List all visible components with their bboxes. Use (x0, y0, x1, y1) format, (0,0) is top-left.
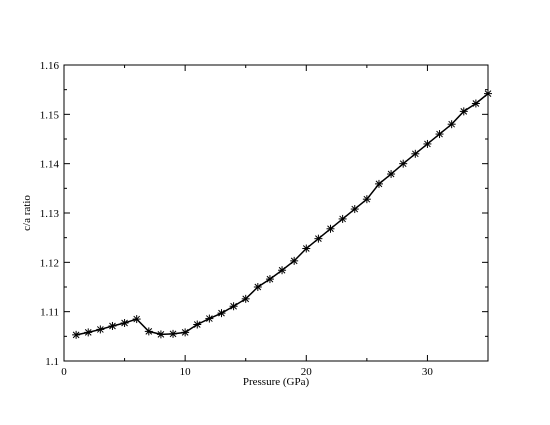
y-tick-label: 1.13 (40, 208, 60, 220)
data-point (423, 139, 432, 148)
asterisk-stroke (157, 331, 165, 338)
asterisk-stroke (193, 321, 201, 328)
data-point (278, 266, 287, 275)
data-point (144, 327, 153, 336)
data-point (156, 330, 165, 339)
data-point (484, 89, 492, 98)
asterisk-stroke (363, 195, 371, 203)
asterisk-stroke (278, 266, 286, 274)
data-point (338, 214, 347, 223)
data-point (253, 283, 262, 291)
data-point (302, 244, 311, 253)
y-tick-label: 1.15 (40, 109, 60, 121)
asterisk-stroke (472, 100, 480, 107)
asterisk-stroke (290, 257, 298, 265)
data-point (387, 170, 396, 179)
x-tick-label: 10 (180, 366, 192, 378)
data-point (96, 325, 105, 334)
asterisk-stroke (169, 330, 177, 338)
asterisk-stroke (460, 108, 468, 115)
x-axis: 0 10 20 30 (61, 65, 489, 378)
asterisk-stroke (242, 295, 250, 303)
y-tick-label: 1.11 (40, 307, 59, 319)
asterisk-stroke (436, 130, 443, 138)
data-point (411, 149, 420, 158)
data-point (108, 321, 117, 330)
asterisk-stroke (375, 180, 383, 188)
data-point (120, 319, 129, 328)
data-point (181, 328, 190, 337)
x-tick-label: 20 (301, 366, 313, 378)
series-line (75, 93, 489, 336)
series-markers (72, 89, 492, 339)
data-point (193, 320, 202, 329)
data-point (229, 302, 238, 311)
asterisk-stroke (145, 328, 153, 335)
data-point (362, 195, 371, 204)
data-point (132, 315, 141, 324)
x-axis-title: Pressure (GPa) (243, 376, 310, 388)
asterisk-stroke (181, 329, 189, 336)
data-point (314, 234, 323, 243)
asterisk-stroke (315, 235, 322, 243)
x-tick-label: 0 (61, 366, 67, 378)
asterisk-stroke (339, 215, 346, 223)
asterisk-stroke (218, 309, 225, 317)
asterisk-stroke (230, 302, 237, 310)
y-axis-title: c/a ratio (21, 195, 33, 231)
asterisk-stroke (72, 331, 80, 339)
data-point (169, 329, 178, 338)
data-point (326, 224, 335, 233)
data-point (205, 314, 214, 323)
data-point (84, 328, 93, 337)
asterisk-stroke (84, 329, 92, 336)
asterisk-stroke (109, 322, 116, 330)
asterisk-stroke (424, 140, 431, 148)
x-tick-label: 30 (422, 366, 434, 378)
asterisk-stroke (411, 150, 419, 158)
asterisk-stroke (351, 205, 359, 213)
data-point (471, 99, 480, 108)
y-axis: 1.1 1.11 1.12 1.13 1.14 1.15 1.16 (40, 60, 488, 368)
data-point (265, 275, 274, 284)
asterisk-stroke (133, 315, 141, 323)
data-point (459, 107, 468, 116)
asterisk-stroke (399, 160, 407, 168)
asterisk-stroke (387, 170, 395, 178)
asterisk-stroke (302, 245, 310, 252)
data-point (435, 130, 444, 139)
plot-frame (63, 64, 489, 362)
data-point (217, 309, 226, 318)
asterisk-stroke (266, 275, 274, 283)
asterisk-stroke (254, 283, 262, 291)
data-point (290, 256, 299, 265)
asterisk-stroke (484, 90, 492, 97)
data-point (374, 179, 383, 188)
asterisk-stroke (448, 120, 456, 128)
data-point (72, 330, 81, 339)
asterisk-stroke (327, 225, 334, 233)
data-point (350, 205, 359, 214)
data-point (399, 159, 408, 168)
asterisk-stroke (121, 319, 128, 327)
y-tick-label: 1.16 (40, 60, 60, 72)
asterisk-stroke (206, 315, 213, 322)
y-tick-label: 1.14 (40, 159, 60, 171)
y-tick-label: 1.12 (40, 257, 59, 269)
data-point (447, 120, 456, 129)
data-point (241, 294, 250, 303)
y-tick-label: 1.1 (45, 356, 59, 368)
asterisk-stroke (96, 326, 104, 333)
